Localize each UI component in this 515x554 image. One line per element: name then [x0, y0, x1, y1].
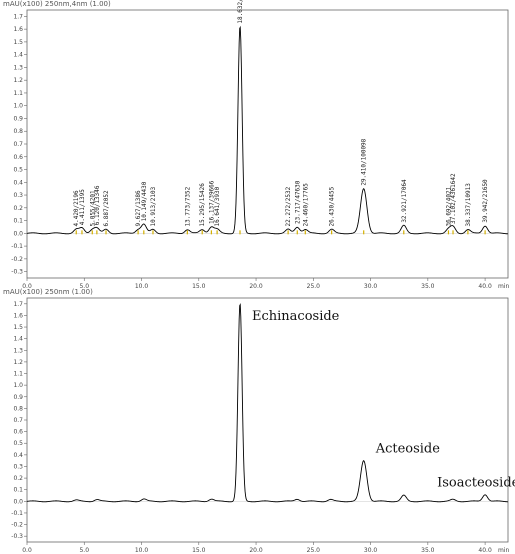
y-tick-label: 0.5	[13, 440, 23, 447]
y-tick-label: 0.1	[13, 487, 23, 494]
x-axis-label: min	[498, 283, 510, 290]
y-tick-label: 0.0	[13, 498, 23, 505]
peak-label: 18.632/528477	[237, 0, 244, 24]
compound-annotation: Isoacteoside	[437, 475, 515, 490]
y-tick-label: 0.4	[13, 452, 23, 459]
y-tick-label: 0.4	[13, 179, 23, 186]
y-tick-label: 0.7	[13, 417, 23, 424]
x-tick-label: 35.0	[421, 547, 435, 554]
y-tick-label: 1.1	[13, 90, 23, 97]
y-tick-label: 1.1	[13, 371, 23, 378]
peak-label: 32.921/17064	[401, 179, 408, 223]
compound-annotation: Echinacoside	[252, 309, 340, 324]
compound-annotation: Acteoside	[375, 442, 441, 457]
x-tick-label: 25.0	[307, 283, 321, 290]
y-tick-label: -0.1	[11, 243, 23, 250]
y-tick-label: 1.4	[13, 52, 23, 59]
peak-label: 22.272/2532	[285, 186, 292, 226]
y-tick-label: 0.2	[13, 205, 23, 212]
peak-label: 15.295/15426	[199, 183, 206, 227]
y-tick-label: 1.0	[13, 103, 23, 110]
y-tick-label: -0.3	[11, 269, 23, 276]
y-tick-label: 0.2	[13, 475, 23, 482]
peak-label: 39.942/21650	[482, 179, 489, 223]
peak-label: 6.120/13346	[94, 185, 101, 225]
peak-label: 10.913/2103	[150, 186, 157, 226]
x-tick-label: 25.0	[307, 547, 321, 554]
x-tick-label: 30.0	[364, 283, 378, 290]
y-tick-label: 0.9	[13, 115, 23, 122]
y-tick-label: 0.3	[13, 463, 23, 470]
detector-header: mAU(x100) 250nm (1.00)	[3, 288, 93, 296]
peak-label: 23.717/47630	[294, 180, 301, 224]
y-tick-label: 0.6	[13, 429, 23, 436]
y-tick-label: 1.6	[13, 26, 23, 33]
peak-label: 13.773/7352	[184, 186, 191, 226]
y-tick-label: 0.0	[13, 230, 23, 237]
x-tick-label: 10.0	[135, 283, 149, 290]
y-tick-label: 1.5	[13, 39, 23, 46]
y-tick-label: 0.7	[13, 141, 23, 148]
x-tick-label: 5.0	[79, 283, 89, 290]
peak-label: 10.149/4430	[141, 181, 148, 221]
peak-label: 4.411/1395	[79, 189, 86, 226]
y-tick-label: -0.1	[11, 510, 23, 517]
x-tick-label: 30.0	[364, 547, 378, 554]
y-tick-label: 0.1	[13, 218, 23, 225]
y-tick-label: 0.8	[13, 405, 23, 412]
peak-label: 36.692/4021	[445, 186, 452, 226]
y-tick-label: 1.2	[13, 359, 23, 366]
peak-label: 37.102/4361642	[450, 173, 457, 224]
peak-label: 24.460/17765	[302, 183, 309, 227]
x-tick-label: 20.0	[249, 547, 263, 554]
y-tick-label: -0.2	[11, 522, 23, 529]
x-tick-label: 10.0	[135, 547, 149, 554]
x-tick-label: 35.0	[421, 283, 435, 290]
y-tick-label: 1.2	[13, 77, 23, 84]
peak-label: 16.641/3930	[214, 186, 221, 226]
y-tick-label: 0.3	[13, 192, 23, 199]
top-chromatogram-panel: mAU(x100) 250nm,4nm (1.00) -0.3 -0.2 -0.1 0.…	[3, 0, 510, 290]
y-tick-label: -0.3	[11, 533, 23, 540]
peak-label: 9.627/1386	[135, 190, 142, 227]
peak-label: 6.887/2052	[103, 190, 110, 227]
chromatogram-trace	[26, 302, 509, 503]
y-tick-label: 0.5	[13, 167, 23, 174]
y-tick-label: 1.5	[13, 324, 23, 331]
y-tick-label: 0.8	[13, 128, 23, 135]
y-tick-label: 1.6	[13, 312, 23, 319]
x-tick-label: 0.0	[22, 283, 32, 290]
y-tick-label: 0.6	[13, 154, 23, 161]
peak-label: 4.420/2196	[73, 190, 80, 227]
y-tick-label: 1.3	[13, 347, 23, 354]
y-tick-label: 1.7	[13, 13, 23, 20]
y-tick-label: 1.4	[13, 336, 23, 343]
x-tick-label: 15.0	[192, 547, 206, 554]
y-tick-label: 1.0	[13, 382, 23, 389]
detector-header: mAU(x100) 250nm,4nm (1.00)	[3, 0, 111, 8]
peak-label: 16.137/39666	[208, 180, 215, 224]
chromatogram-trace	[26, 25, 509, 235]
x-tick-label: 40.0	[478, 547, 492, 554]
x-tick-label: 5.0	[79, 547, 89, 554]
peak-label: 29.410/100098	[361, 138, 368, 185]
y-tick-label: -0.2	[11, 256, 23, 263]
peak-label: 5.055/4201	[89, 190, 96, 227]
x-axis-label: min	[498, 547, 510, 554]
x-tick-label: 20.0	[249, 283, 263, 290]
x-tick-label: 0.0	[22, 547, 32, 554]
peak-label: 26.430/4455	[329, 186, 336, 226]
bottom-chromatogram-panel: mAU(x100) 250nm (1.00) -0.3 -0.2 -0.1 0.0 0.1…	[3, 288, 515, 554]
x-tick-label: 15.0	[192, 283, 206, 290]
x-tick-label: 40.0	[478, 283, 492, 290]
y-tick-label: 1.7	[13, 301, 23, 308]
y-tick-label: 1.3	[13, 64, 23, 71]
peak-label: 38.337/10913	[465, 183, 472, 227]
y-tick-label: 0.9	[13, 394, 23, 401]
